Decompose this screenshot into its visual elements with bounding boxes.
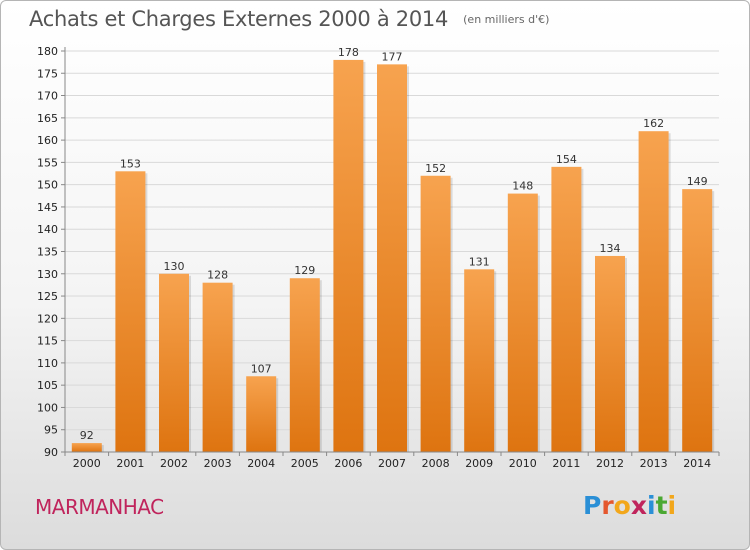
y-tick-label: 115 xyxy=(37,335,58,348)
y-tick-label: 135 xyxy=(37,246,58,259)
y-tick-label: 140 xyxy=(37,223,58,236)
bar xyxy=(159,273,189,452)
x-tick-label: 2014 xyxy=(683,457,711,470)
logo-letter: o xyxy=(613,491,631,520)
bar xyxy=(595,255,625,452)
y-tick-label: 100 xyxy=(37,401,58,414)
bar xyxy=(507,193,538,453)
x-tick-label: 2012 xyxy=(596,457,624,470)
x-tick-label: 2000 xyxy=(73,457,101,470)
logo-letter: i xyxy=(667,491,677,520)
title-row: Achats et Charges Externes 2000 à 2014 (… xyxy=(29,7,549,31)
y-tick-label: 110 xyxy=(37,357,58,370)
y-tick-label: 155 xyxy=(37,156,58,169)
x-tick-label: 2010 xyxy=(509,457,537,470)
y-tick-label: 160 xyxy=(37,134,58,147)
bar-value-label: 92 xyxy=(80,429,94,442)
x-tick-label: 2003 xyxy=(204,457,232,470)
x-tick-label: 2011 xyxy=(552,457,580,470)
x-tick-label: 2005 xyxy=(291,457,319,470)
axes xyxy=(61,47,720,456)
bar-value-label: 107 xyxy=(251,362,272,375)
bar-value-label: 162 xyxy=(643,117,664,130)
bar-value-label: 129 xyxy=(294,264,315,277)
bar xyxy=(551,166,582,452)
labels: 90 95 100 105 110 115 120 125 130 135 140 145 150 155… xyxy=(37,45,711,470)
x-tick-label: 2004 xyxy=(247,457,275,470)
bar xyxy=(246,376,277,452)
bar-value-label: 152 xyxy=(425,162,446,175)
y-tick-label: 170 xyxy=(37,90,58,103)
x-tick-label: 2013 xyxy=(640,457,668,470)
y-tick-label: 90 xyxy=(44,446,58,459)
bar-value-label: 178 xyxy=(338,46,359,59)
logo-letter: r xyxy=(601,491,614,520)
y-tick-label: 150 xyxy=(37,179,58,192)
proxiti-logo: Proxiti xyxy=(583,491,676,520)
y-tick-label: 165 xyxy=(37,112,58,125)
x-tick-label: 2006 xyxy=(334,457,362,470)
logo-letter: i xyxy=(647,491,656,520)
bar xyxy=(115,171,146,453)
y-tick-label: 130 xyxy=(37,268,58,281)
bar xyxy=(333,59,364,453)
bar-value-label: 154 xyxy=(556,153,577,166)
bar-value-label: 128 xyxy=(207,269,228,282)
bar-value-label: 148 xyxy=(512,180,533,193)
y-tick-label: 180 xyxy=(37,45,58,58)
bar xyxy=(464,269,495,452)
bar-value-label: 153 xyxy=(120,157,141,170)
bar-value-label: 131 xyxy=(469,255,490,268)
x-tick-label: 2002 xyxy=(160,457,188,470)
logo-letter: x xyxy=(630,491,647,520)
bar-value-label: 177 xyxy=(382,50,403,63)
bar-value-label: 134 xyxy=(600,242,621,255)
y-tick-label: 145 xyxy=(37,201,58,214)
bar xyxy=(420,175,451,452)
chart-subtitle: (en milliers d'€) xyxy=(463,13,550,26)
bar xyxy=(202,282,233,452)
bar-value-label: 149 xyxy=(687,175,708,188)
x-tick-label: 2008 xyxy=(422,457,450,470)
x-tick-label: 2001 xyxy=(116,457,144,470)
bars xyxy=(71,59,715,453)
bar-value-label: 130 xyxy=(164,260,185,273)
x-tick-label: 2009 xyxy=(465,457,493,470)
bar xyxy=(682,189,713,452)
y-tick-label: 125 xyxy=(37,290,58,303)
bar xyxy=(289,278,320,452)
y-tick-label: 105 xyxy=(37,379,58,392)
bar xyxy=(638,131,669,452)
y-tick-label: 95 xyxy=(44,424,58,437)
logo-letter: t xyxy=(655,491,668,520)
bar xyxy=(71,443,102,452)
place-name: MARMANHAC xyxy=(35,495,164,519)
chart-title: Achats et Charges Externes 2000 à 2014 xyxy=(29,7,449,31)
y-tick-label: 120 xyxy=(37,312,58,325)
x-tick-label: 2007 xyxy=(378,457,406,470)
bar xyxy=(377,64,407,452)
logo-letter: P xyxy=(583,491,602,520)
y-tick-label: 175 xyxy=(37,67,58,80)
